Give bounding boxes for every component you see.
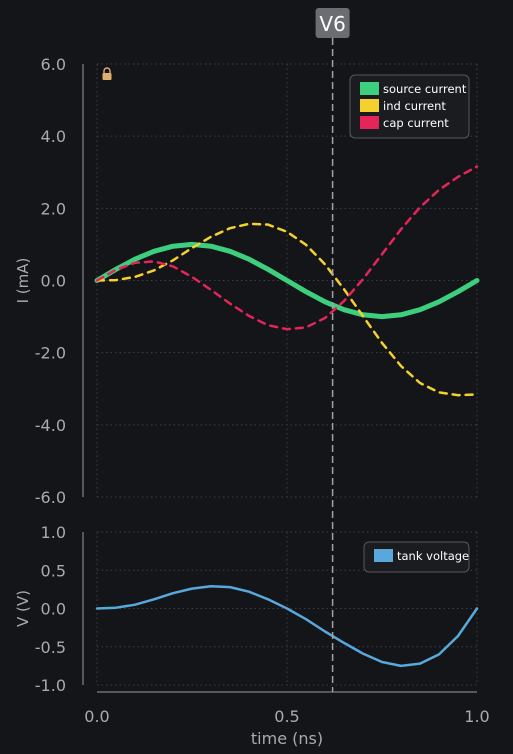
series-line-tank-voltage xyxy=(95,585,479,668)
y-axis-label: V (V) xyxy=(14,590,32,627)
lock-body xyxy=(102,73,112,80)
voltage-panel: 1.0 0.5 0.0 -0.5 -1.0 V (V) tank voltage 0.0 0.5… xyxy=(14,523,490,748)
y-tick-label: -1.0 xyxy=(35,676,66,695)
y-tick-label: 0.5 xyxy=(41,561,66,580)
y-tick-label: 1.0 xyxy=(41,523,66,542)
y-tick-label: -6.0 xyxy=(35,488,66,507)
legend-swatch xyxy=(374,549,393,562)
legend-box xyxy=(349,74,470,139)
legend-label: cap current xyxy=(383,116,449,130)
legend-swatch xyxy=(360,99,379,112)
y-axis-label: I (mA) xyxy=(14,258,32,304)
y-tick-label: -2.0 xyxy=(35,344,66,363)
legend-label: tank voltage xyxy=(397,549,469,563)
legend-label: source current xyxy=(383,82,467,96)
legend-label: ind current xyxy=(383,99,446,113)
lock-shackle xyxy=(103,67,111,73)
series-line-ind-current xyxy=(95,222,479,397)
x-tick-label: 1.0 xyxy=(464,707,489,726)
x-tick-label: 0.0 xyxy=(84,707,109,726)
cursor-label: V6 xyxy=(319,12,345,36)
y-tick-label: -4.0 xyxy=(35,416,66,435)
series-line-cap-current xyxy=(95,165,479,331)
legend-swatch xyxy=(360,82,379,95)
y-tick-label: 0.0 xyxy=(41,600,66,619)
y-tick-label: 0.0 xyxy=(41,272,66,291)
y-tick-label: 4.0 xyxy=(41,127,66,146)
y-tick-label: 2.0 xyxy=(41,199,66,218)
lock-icon[interactable] xyxy=(102,67,112,80)
cursor-badge[interactable] xyxy=(315,8,350,38)
y-tick-label: -0.5 xyxy=(35,638,66,657)
legend: source current ind current cap current xyxy=(349,74,470,139)
legend: tank voltage xyxy=(363,541,470,573)
series-line-source-current xyxy=(94,241,480,320)
current-panel: 6.0 4.0 2.0 0.0 -2.0 -4.0 -6.0 I (mA) source cur… xyxy=(14,55,480,507)
x-axis-label: time (ns) xyxy=(251,729,323,748)
x-tick-label: 0.5 xyxy=(274,707,299,726)
cursor-layer: V6 xyxy=(315,8,350,692)
y-tick-label: 6.0 xyxy=(41,55,66,74)
legend-swatch xyxy=(360,116,379,129)
